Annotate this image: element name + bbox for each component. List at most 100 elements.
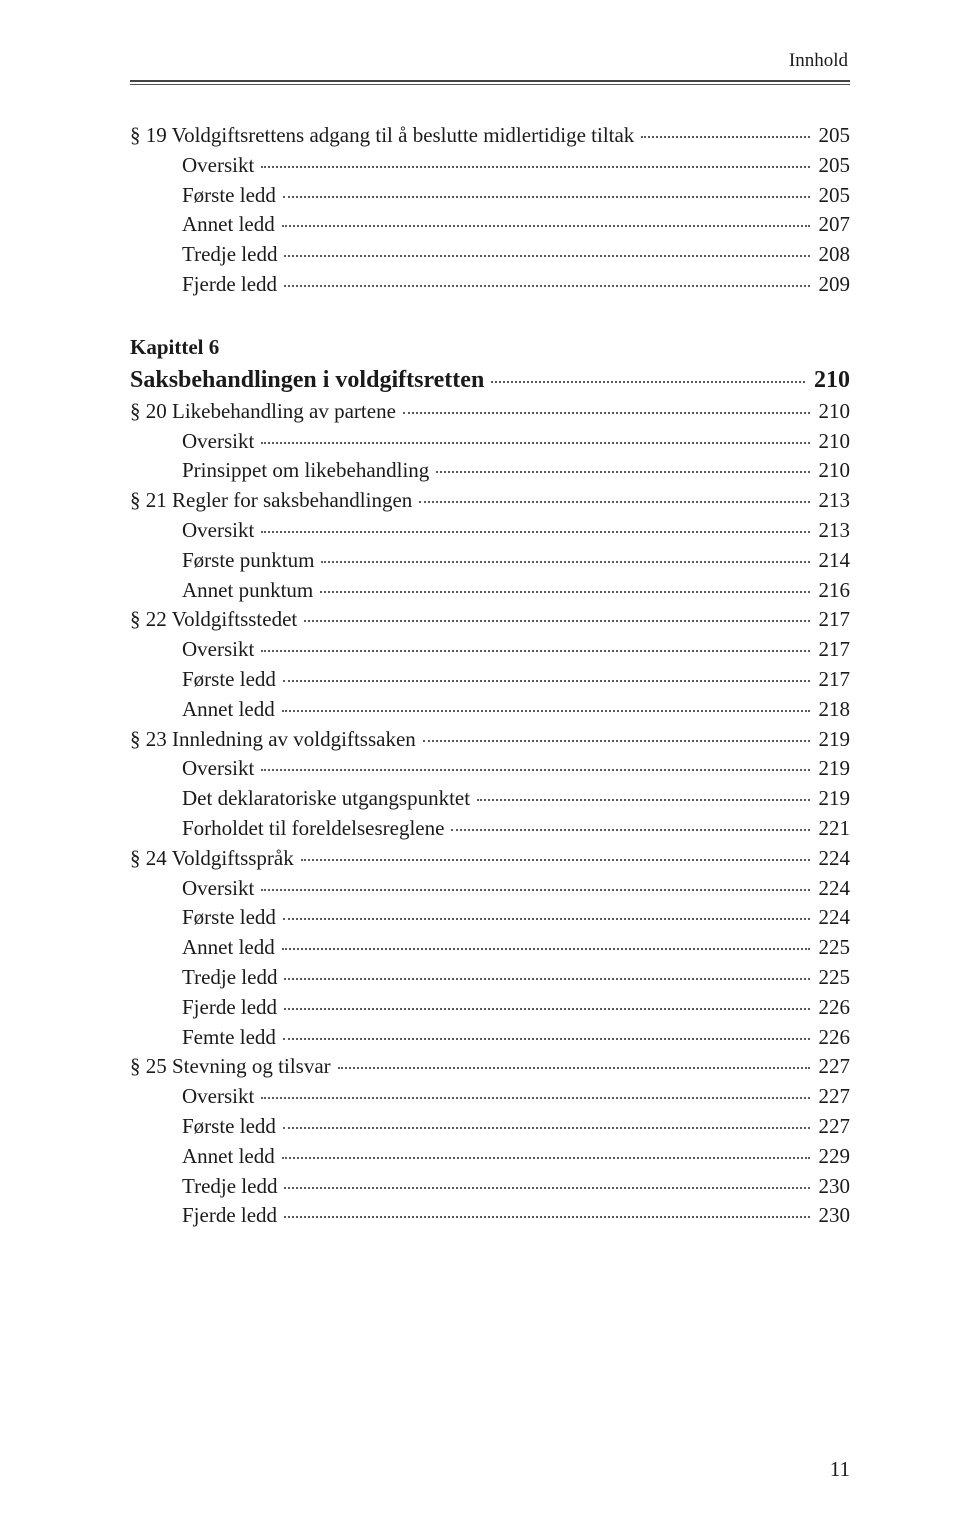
toc-page-num: 230 — [813, 1176, 851, 1197]
toc-page-num: 207 — [813, 214, 851, 235]
toc-dots — [304, 620, 809, 622]
toc-label: Oversikt — [182, 878, 258, 899]
toc-label: Første punktum — [182, 550, 318, 571]
toc-label: Tredje ledd — [182, 967, 281, 988]
toc-label: Annet ledd — [182, 699, 279, 720]
toc-page-num: 205 — [813, 125, 851, 146]
toc-dots — [321, 561, 809, 563]
toc-page-num: 205 — [813, 155, 851, 176]
chapter-title-row: Saksbehandlingen i voldgiftsretten 210 — [130, 368, 850, 392]
toc-label: Annet ledd — [182, 214, 279, 235]
toc-dots — [284, 978, 809, 980]
toc-page-num: 225 — [813, 967, 851, 988]
toc-page-num: 227 — [813, 1086, 851, 1107]
toc-row: § 24 Voldgiftsspråk224 — [130, 848, 850, 869]
toc-dots — [283, 196, 810, 198]
toc-label: Annet ledd — [182, 1146, 279, 1167]
toc-dots — [301, 859, 810, 861]
toc-label: Tredje ledd — [182, 244, 281, 265]
chapter-block: Kapittel 6 Saksbehandlingen i voldgiftsr… — [130, 337, 850, 392]
toc-label: Første ledd — [182, 907, 280, 928]
toc-page-num: 219 — [813, 788, 851, 809]
toc-dots — [320, 591, 809, 593]
toc-page-num: 227 — [813, 1056, 851, 1077]
toc-dots — [282, 225, 810, 227]
toc-label: § 21 Regler for saksbehandlingen — [130, 490, 416, 511]
toc-label: Første ledd — [182, 1116, 280, 1137]
toc-label: Første ledd — [182, 669, 280, 690]
toc-dots — [283, 1127, 810, 1129]
toc-dots — [261, 1097, 809, 1099]
toc-dots — [261, 166, 809, 168]
toc-row: Annet ledd 225 — [130, 937, 850, 958]
toc-page-num: 226 — [813, 997, 851, 1018]
toc-label: Fjerde ledd — [182, 1205, 281, 1226]
toc-label: § 25 Stevning og tilsvar — [130, 1056, 335, 1077]
page-number: 11 — [830, 1457, 850, 1482]
toc-page-num: 224 — [813, 848, 851, 869]
toc-label: § 22 Voldgiftsstedet — [130, 609, 301, 630]
toc-label: Oversikt — [182, 431, 258, 452]
toc-dots — [261, 889, 809, 891]
toc-row: Første ledd224 — [130, 907, 850, 928]
toc-entries-post: § 20 Likebehandling av partene210Oversik… — [130, 401, 850, 1227]
toc-row: Tredje ledd 225 — [130, 967, 850, 988]
toc-page-num: 221 — [813, 818, 851, 839]
toc-dots — [641, 136, 809, 138]
toc-row: Det deklaratoriske utgangspunktet219 — [130, 788, 850, 809]
toc-label: Oversikt — [182, 758, 258, 779]
toc-dots — [477, 799, 809, 801]
toc-dots — [283, 1038, 810, 1040]
toc-label: § 20 Likebehandling av partene — [130, 401, 400, 422]
toc-row: Tredje ledd 230 — [130, 1176, 850, 1197]
toc-label: Tredje ledd — [182, 1176, 281, 1197]
toc-row: § 22 Voldgiftsstedet 217 — [130, 609, 850, 630]
toc-row: Første ledd227 — [130, 1116, 850, 1137]
toc-dots — [451, 829, 809, 831]
toc-page-num: 230 — [813, 1205, 851, 1226]
running-head: Innhold — [130, 50, 850, 72]
toc-row: Femte ledd226 — [130, 1027, 850, 1048]
toc-row: § 20 Likebehandling av partene210 — [130, 401, 850, 422]
rule-line-bottom — [130, 84, 850, 85]
toc-page-num: 217 — [813, 609, 851, 630]
toc-row: Annet punktum216 — [130, 580, 850, 601]
toc-label: Fjerde ledd — [182, 274, 281, 295]
toc-page-num: 217 — [813, 669, 851, 690]
toc-label: Prinsippet om likebehandling — [182, 460, 433, 481]
toc-row: § 21 Regler for saksbehandlingen213 — [130, 490, 850, 511]
toc-page-num: 218 — [813, 699, 851, 720]
toc-dots — [261, 531, 809, 533]
toc-dots — [282, 710, 810, 712]
toc-row: Oversikt205 — [130, 155, 850, 176]
toc-dots — [284, 1008, 809, 1010]
toc-page-num: 217 — [813, 639, 851, 660]
toc-dots — [284, 255, 809, 257]
toc-label: § 19 Voldgiftsrettens adgang til å beslu… — [130, 125, 638, 146]
toc-dots — [284, 1187, 809, 1189]
toc-dots — [261, 769, 809, 771]
toc-row: Første punktum214 — [130, 550, 850, 571]
toc-row: Fjerde ledd 230 — [130, 1205, 850, 1226]
toc-page-num: 213 — [813, 520, 851, 541]
toc-row: Fjerde ledd209 — [130, 274, 850, 295]
toc-page-num: 219 — [813, 758, 851, 779]
toc-page-num: 210 — [813, 460, 851, 481]
toc-page-num: 216 — [813, 580, 851, 601]
toc-row: Oversikt217 — [130, 639, 850, 660]
chapter-title-page: 210 — [808, 368, 850, 392]
toc-entries-pre: § 19 Voldgiftsrettens adgang til å beslu… — [130, 125, 850, 295]
toc-dots — [419, 501, 809, 503]
toc-row: Tredje ledd208 — [130, 244, 850, 265]
toc-label: Fjerde ledd — [182, 997, 281, 1018]
toc-label: Annet ledd — [182, 937, 279, 958]
toc-page-num: 205 — [813, 185, 851, 206]
toc-page-num: 229 — [813, 1146, 851, 1167]
chapter-title: Saksbehandlingen i voldgiftsretten — [130, 368, 488, 392]
toc-page-num: 225 — [813, 937, 851, 958]
toc-row: Oversikt213 — [130, 520, 850, 541]
toc-page-num: 219 — [813, 729, 851, 750]
toc-dots — [261, 650, 809, 652]
chapter-label: Kapittel 6 — [130, 337, 850, 358]
toc-row: Første ledd 217 — [130, 669, 850, 690]
